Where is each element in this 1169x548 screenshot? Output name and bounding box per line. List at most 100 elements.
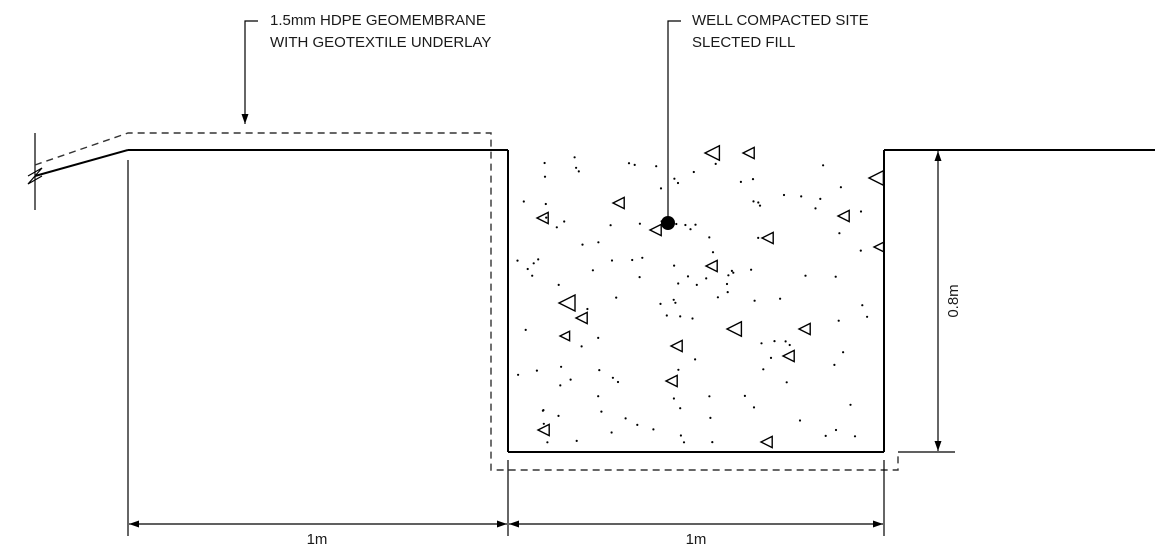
depth-dimension bbox=[898, 149, 955, 453]
aggregate-dot bbox=[711, 441, 714, 444]
aggregate-triangle bbox=[725, 320, 743, 338]
aggregate-dot bbox=[726, 291, 729, 294]
aggregate-dot bbox=[773, 340, 776, 343]
aggregate-triangle bbox=[669, 339, 683, 353]
aggregate-dot bbox=[819, 197, 822, 200]
aggregate-dot bbox=[597, 395, 600, 398]
aggregate-triangle bbox=[664, 374, 678, 388]
aggregate-dot bbox=[673, 264, 676, 267]
aggregate-dot bbox=[524, 328, 527, 331]
aggregate-dot bbox=[739, 180, 743, 183]
aggregate-dot bbox=[752, 406, 756, 409]
aggregate-triangle bbox=[759, 435, 773, 449]
aggregate-dot bbox=[543, 161, 546, 165]
aggregate-dot bbox=[705, 277, 708, 280]
aggregate-dot bbox=[692, 170, 695, 174]
aggregate-triangle bbox=[797, 322, 811, 336]
aggregate-dot bbox=[541, 409, 545, 412]
aggregate-dot bbox=[557, 283, 560, 286]
aggregate-dot bbox=[598, 369, 601, 372]
aggregate-dot bbox=[569, 378, 572, 381]
aggregate-triangle bbox=[574, 311, 588, 325]
aggregate-dot bbox=[586, 307, 589, 311]
aggregate-dot bbox=[627, 162, 631, 165]
left-width-label: 1m bbox=[307, 531, 328, 548]
aggregate-dot bbox=[800, 195, 803, 198]
aggregate-dot bbox=[665, 314, 668, 317]
aggregate-dot bbox=[758, 204, 762, 207]
aggregate-dot bbox=[659, 187, 663, 190]
aggregate-dot bbox=[575, 439, 578, 442]
aggregate-dot bbox=[543, 175, 547, 178]
trench-outline bbox=[507, 150, 885, 453]
membrane-note-line1: 1.5mm HDPE GEOMEMBRANE bbox=[270, 12, 486, 29]
aggregate-dot bbox=[555, 226, 558, 229]
aggregate-dot bbox=[652, 428, 655, 431]
aggregate-dot bbox=[615, 296, 618, 299]
aggregate-dot bbox=[544, 202, 547, 206]
aggregate-dot bbox=[814, 207, 817, 210]
aggregate-triangle bbox=[741, 146, 755, 160]
aggregate-dot bbox=[675, 222, 678, 226]
aggregate-triangle bbox=[535, 211, 549, 225]
aggregate-dot bbox=[859, 249, 862, 252]
aggregate-dot bbox=[750, 268, 753, 271]
aggregate-dot bbox=[560, 365, 563, 368]
aggregate-dot bbox=[655, 165, 658, 168]
aggregate-dot bbox=[838, 232, 841, 235]
aggregate-dot bbox=[563, 220, 566, 223]
aggregate-triangle bbox=[703, 144, 721, 162]
aggregate-triangle bbox=[704, 259, 718, 273]
aggregate-dot bbox=[636, 423, 639, 426]
aggregate-triangle bbox=[872, 241, 885, 253]
aggregate-dot bbox=[709, 416, 712, 419]
aggregate-dot bbox=[753, 299, 756, 302]
depth-dimension-label: 0.8m bbox=[945, 284, 962, 317]
aggregate-dot bbox=[708, 236, 711, 239]
aggregate-dot bbox=[531, 274, 534, 277]
aggregate-dot bbox=[516, 259, 519, 262]
aggregate-dot bbox=[672, 397, 676, 400]
aggregate-dot bbox=[684, 223, 687, 227]
aggregate-dot bbox=[557, 414, 560, 417]
aggregate-dot bbox=[535, 369, 539, 372]
break-symbol bbox=[27, 133, 43, 210]
aggregate-dot bbox=[762, 368, 765, 371]
aggregate-dot bbox=[633, 163, 636, 166]
aggregate-dot bbox=[824, 434, 827, 437]
aggregate-dot bbox=[849, 403, 852, 406]
aggregate-dot bbox=[674, 301, 677, 304]
aggregate-dot bbox=[834, 275, 837, 278]
aggregate-dot bbox=[537, 258, 540, 261]
membrane-note-line2: WITH GEOTEXTILE UNDERLAY bbox=[270, 34, 491, 51]
aggregate-dot bbox=[591, 269, 595, 272]
leader-dot bbox=[661, 216, 675, 230]
aggregate-dot bbox=[597, 336, 600, 339]
aggregate-dot bbox=[610, 259, 614, 262]
aggregate-dot bbox=[743, 394, 747, 397]
aggregate-dot bbox=[659, 302, 662, 305]
aggregate-dot bbox=[779, 297, 782, 300]
aggregate-dot bbox=[641, 256, 644, 259]
aggregate-triangle bbox=[557, 293, 576, 313]
compacted-fill-hatch bbox=[516, 144, 885, 449]
aggregate-dot bbox=[798, 419, 802, 422]
aggregate-dot bbox=[785, 381, 788, 384]
fill-leader bbox=[661, 20, 681, 230]
aggregate-dot bbox=[730, 269, 734, 272]
aggregate-dot bbox=[861, 304, 864, 307]
aggregate-dot bbox=[752, 200, 755, 203]
aggregate-dot bbox=[638, 222, 642, 225]
aggregate-triangle bbox=[760, 231, 774, 245]
aggregate-dot bbox=[716, 296, 720, 299]
aggregate-dot bbox=[804, 274, 807, 277]
aggregate-dot bbox=[676, 181, 680, 185]
aggregate-dot bbox=[769, 356, 773, 359]
aggregate-dot bbox=[751, 178, 755, 181]
aggregate-dot bbox=[609, 224, 612, 227]
aggregate-dot bbox=[631, 258, 634, 262]
membrane-leader bbox=[241, 20, 258, 124]
aggregate-dot bbox=[732, 271, 735, 274]
aggregate-dot bbox=[532, 262, 535, 265]
aggregate-dot bbox=[859, 210, 863, 213]
